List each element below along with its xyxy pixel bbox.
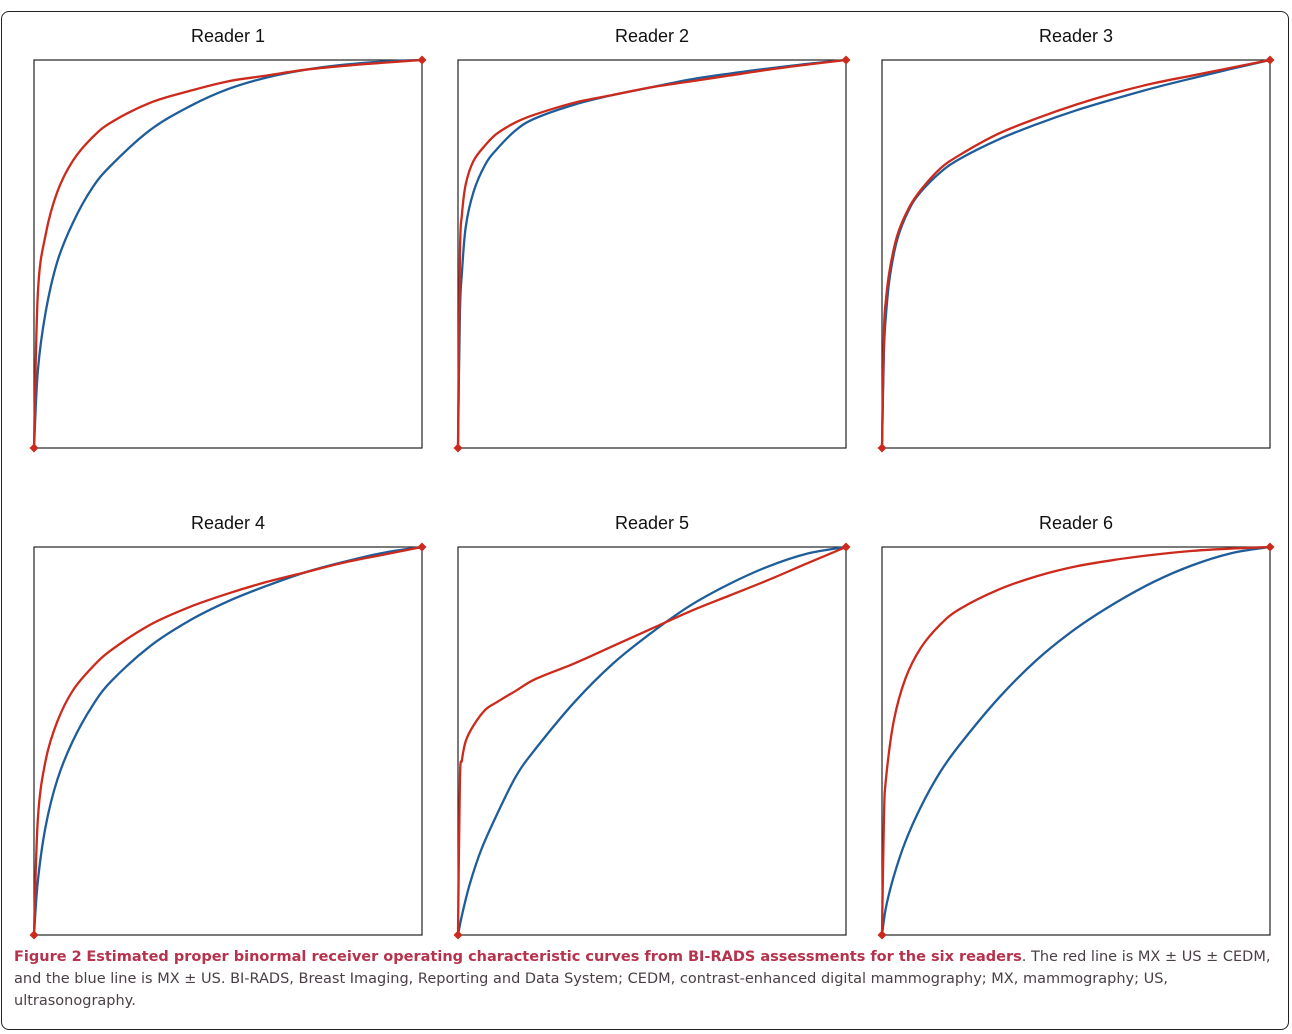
endpoint-marker-origin-reader-6: [877, 930, 887, 940]
endpoint-marker-end-reader-6: [1265, 542, 1275, 552]
caption-title: Estimated proper binormal receiver opera…: [86, 949, 1022, 965]
caption-label: Figure 2: [14, 949, 82, 965]
blue-roc-curve-reader-6: [880, 545, 1271, 936]
red-roc-curve-reader-4: [32, 545, 423, 936]
blue-roc-curve-reader-1: [32, 58, 423, 449]
plot-frame-reader-1: [33, 59, 423, 449]
roc-plots: Reader 1 Reader 2 Reader 3 Reader 4 Read…: [29, 26, 1275, 940]
panel-reader-3: Reader 3: [877, 26, 1275, 453]
plot-frame-reader-3: [881, 59, 1271, 449]
endpoint-marker-end-reader-1: [417, 55, 427, 65]
panel-reader-5: Reader 5: [453, 513, 851, 940]
blue-roc-curve-reader-5: [456, 545, 847, 936]
red-roc-curve-reader-1: [32, 58, 423, 449]
endpoint-marker-origin-reader-4: [29, 930, 39, 940]
endpoint-marker-end-reader-2: [841, 55, 851, 65]
endpoint-marker-origin-reader-5: [453, 930, 463, 940]
panel-title-reader-3: Reader 3: [1039, 26, 1113, 46]
endpoint-marker-origin-reader-2: [453, 443, 463, 453]
panel-title-reader-5: Reader 5: [615, 513, 689, 533]
panel-title-reader-6: Reader 6: [1039, 513, 1113, 533]
panel-reader-2: Reader 2: [453, 26, 851, 453]
blue-roc-curve-reader-4: [32, 545, 423, 936]
panel-reader-1: Reader 1: [29, 26, 427, 453]
red-roc-curve-reader-3: [880, 58, 1271, 449]
panel-reader-6: Reader 6: [877, 513, 1275, 940]
caption-text: . The red line is MX ± US ± CEDM, and th…: [14, 949, 1271, 1009]
panel-reader-4: Reader 4: [29, 513, 427, 940]
blue-roc-curve-reader-2: [456, 58, 847, 449]
blue-roc-curve-reader-3: [880, 58, 1271, 449]
panel-title-reader-2: Reader 2: [615, 26, 689, 46]
figure-caption: Figure 2 Estimated proper binormal recei…: [14, 946, 1280, 1012]
endpoint-marker-end-reader-3: [1265, 55, 1275, 65]
red-roc-curve-reader-2: [456, 58, 847, 449]
panel-title-reader-4: Reader 4: [191, 513, 265, 533]
plot-frame-reader-2: [457, 59, 847, 449]
panel-title-reader-1: Reader 1: [191, 26, 265, 46]
red-roc-curve-reader-6: [880, 545, 1271, 936]
plot-frame-reader-4: [33, 546, 423, 936]
plot-frame-reader-6: [881, 546, 1271, 936]
endpoint-marker-origin-reader-1: [29, 443, 39, 453]
endpoint-marker-end-reader-5: [841, 542, 851, 552]
endpoint-marker-origin-reader-3: [877, 443, 887, 453]
plot-frame-reader-5: [457, 546, 847, 936]
figure-frame: [1, 11, 1289, 1030]
endpoint-marker-end-reader-4: [417, 542, 427, 552]
red-roc-curve-reader-5: [456, 545, 847, 936]
